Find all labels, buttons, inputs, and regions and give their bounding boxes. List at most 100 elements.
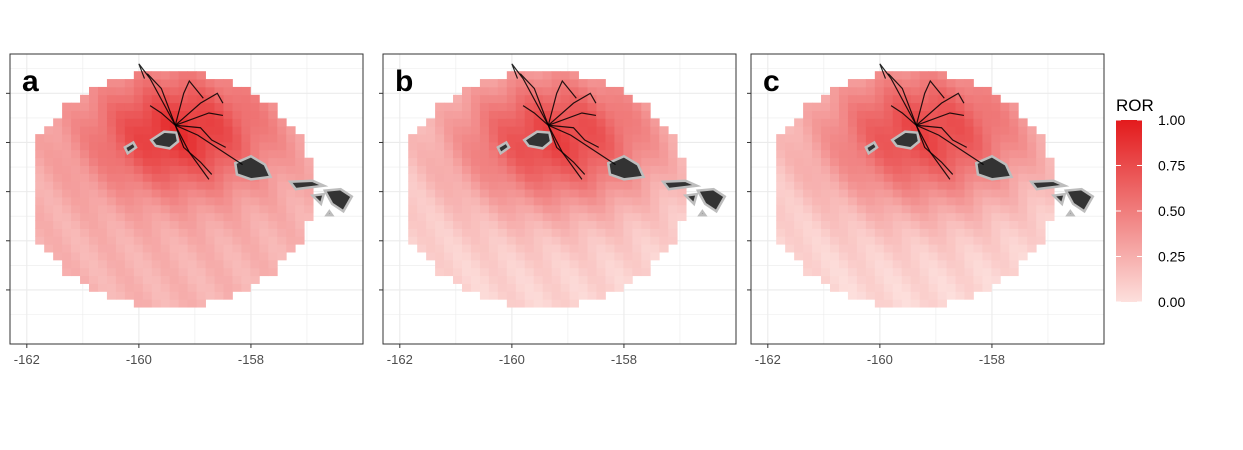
heatmap-cell (295, 236, 305, 245)
heatmap-cell (133, 275, 144, 284)
heatmap-cell (928, 71, 938, 80)
heatmap-cell (919, 299, 930, 308)
heatmap-cell (614, 212, 624, 222)
heatmap-cell (133, 181, 144, 190)
heatmap-cell (865, 236, 876, 245)
heatmap-cell (479, 189, 490, 198)
heatmap-cell (874, 141, 885, 151)
heatmap-cell (295, 220, 305, 229)
heatmap-cell (821, 94, 831, 104)
heatmap-cell (865, 212, 876, 222)
heatmap-cell (515, 291, 526, 300)
heatmap-cell (97, 197, 108, 206)
heatmap-cell (97, 252, 108, 261)
heatmap-cell (892, 197, 903, 206)
heatmap-cell (928, 181, 938, 190)
heatmap-cell (35, 204, 45, 214)
heatmap-cell (901, 220, 912, 229)
heatmap-cell (856, 275, 867, 284)
heatmap-cell (470, 204, 481, 214)
heatmap-cell (847, 141, 858, 151)
heatmap-cell (533, 197, 544, 206)
heatmap-cell (488, 197, 499, 206)
heatmap-cell (178, 134, 189, 143)
heatmap-cell (470, 94, 481, 104)
heatmap-cell (187, 134, 197, 143)
heatmap-cell (417, 173, 427, 182)
heatmap-cell (205, 149, 215, 159)
heatmap-cell (506, 212, 517, 222)
heatmap-cell (295, 197, 305, 206)
heatmap-cell (641, 244, 651, 253)
heatmap-cell (524, 181, 535, 190)
heatmap-cell (435, 118, 445, 127)
heatmap-cell (160, 181, 171, 190)
heatmap-cell (1045, 165, 1055, 174)
heatmap-cell (892, 204, 903, 214)
heatmap-cell (196, 220, 206, 229)
heatmap-cell (232, 110, 242, 119)
heatmap-cell (560, 189, 570, 198)
heatmap-cell (650, 189, 660, 198)
heatmap-cell (794, 118, 804, 127)
heatmap-cell (919, 71, 930, 80)
heatmap-cell (785, 244, 795, 253)
heatmap-cell (973, 94, 983, 104)
heatmap-cell (160, 165, 171, 174)
island-shape (324, 209, 335, 217)
heatmap-cell (883, 236, 894, 245)
heatmap-cell (578, 118, 588, 127)
heatmap-cell (560, 252, 570, 261)
heatmap-cell (785, 228, 795, 237)
heatmap-cell (650, 118, 660, 127)
heatmap-cell (542, 283, 553, 292)
heatmap-cell (856, 291, 867, 300)
heatmap-cell (196, 86, 206, 96)
heatmap-cell (62, 220, 72, 229)
heatmap-cell (830, 236, 840, 245)
heatmap-cell (277, 173, 287, 182)
heatmap-cell (524, 267, 535, 277)
heatmap-cell (277, 118, 287, 127)
heatmap-cell (71, 228, 81, 237)
heatmap-cell (982, 94, 992, 104)
heatmap-cell (883, 204, 894, 214)
heatmap-cell (901, 212, 912, 222)
heatmap-cell (964, 102, 974, 111)
heatmap-cell (605, 283, 615, 292)
heatmap-cell (435, 126, 445, 135)
heatmap-cell (937, 94, 947, 104)
heatmap-cell (35, 149, 45, 159)
heatmap-cell (169, 79, 180, 88)
heatmap-cell (991, 141, 1001, 151)
heatmap-cell (453, 228, 463, 237)
heatmap-cell (821, 275, 831, 284)
heatmap-cell (1009, 173, 1019, 182)
heatmap-cell (668, 141, 678, 151)
heatmap-cell (919, 102, 930, 111)
heatmap-cell (946, 220, 956, 229)
heatmap-cell (250, 275, 260, 284)
heatmap-cell (587, 291, 597, 300)
heatmap-cell (578, 94, 588, 104)
heatmap-cell (587, 102, 597, 111)
heatmap-cell (847, 212, 858, 222)
heatmap-cell (187, 275, 197, 284)
heatmap-cell (865, 220, 876, 229)
heatmap-cell (830, 102, 840, 111)
heatmap-cell (524, 220, 535, 229)
heatmap-cell (596, 149, 606, 159)
heatmap-cell (901, 157, 912, 166)
heatmap-cell (937, 79, 947, 88)
heatmap-cell (614, 197, 624, 206)
heatmap-cell (533, 118, 544, 127)
heatmap-cell (677, 189, 687, 198)
heatmap-cell (80, 94, 90, 104)
heatmap-cell (560, 134, 570, 143)
heatmap-cell (497, 291, 508, 300)
heatmap-cell (53, 236, 63, 245)
heatmap-cell (80, 157, 90, 166)
heatmap-cell (982, 236, 992, 245)
heatmap-cell (623, 126, 633, 135)
heatmap-cell (89, 197, 99, 206)
